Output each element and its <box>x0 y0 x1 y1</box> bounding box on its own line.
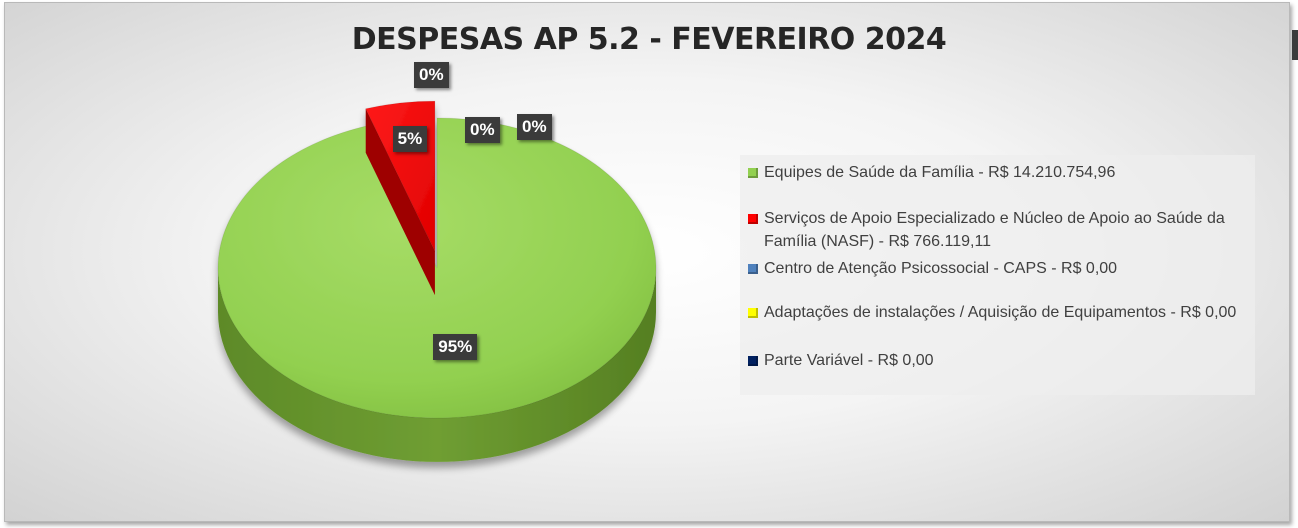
chart-legend: Equipes de Saúde da Família - R$ 14.210.… <box>740 155 1255 395</box>
chart-title: DESPESAS AP 5.2 - FEVEREIRO 2024 <box>351 22 947 57</box>
data-label-parte-variavel: 0% <box>517 114 552 140</box>
data-label-adaptacoes: 0% <box>465 117 500 143</box>
data-label-equipes: 95% <box>433 334 478 361</box>
legend-swatch <box>748 264 758 274</box>
legend-swatch <box>748 308 758 318</box>
legend-label: Centro de Atenção Psicossocial - CAPS - … <box>764 260 1118 277</box>
legend-label: Parte Variável - R$ 0,00 <box>764 352 934 369</box>
legend-swatch <box>748 214 758 224</box>
legend-item: Adaptações de instalações / Aquisição de… <box>748 301 1248 324</box>
data-label-caps: 0% <box>414 62 449 88</box>
legend-label: Equipes de Saúde da Família - R$ 14.210.… <box>764 164 1116 181</box>
data-label-nasf: 5% <box>392 126 428 153</box>
pie-slice-equipes <box>217 117 657 419</box>
legend-swatch <box>748 168 758 178</box>
scrollbar-fragment <box>1292 30 1298 60</box>
legend-label: Adaptações de instalações / Aquisição de… <box>764 304 1237 321</box>
legend-swatch <box>748 356 758 366</box>
legend-item: Parte Variável - R$ 0,00 <box>748 349 1248 372</box>
legend-label: Serviços de Apoio Especializado e Núcleo… <box>764 210 1225 250</box>
legend-item: Centro de Atenção Psicossocial - CAPS - … <box>748 257 1248 280</box>
pie-slice-cut-nasf <box>365 108 435 296</box>
pie-slice-side-equipes <box>218 268 656 462</box>
legend-item: Serviços de Apoio Especializado e Núcleo… <box>748 207 1248 253</box>
legend-item: Equipes de Saúde da Família - R$ 14.210.… <box>748 161 1248 184</box>
